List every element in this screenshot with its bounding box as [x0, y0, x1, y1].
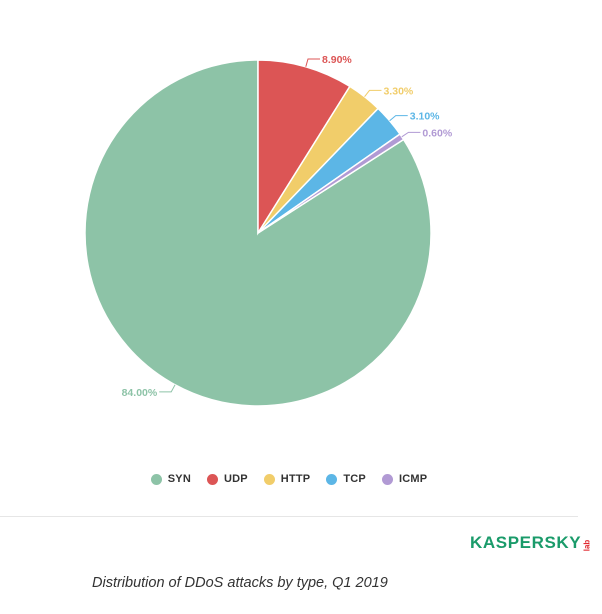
legend-item-http[interactable]: HTTP	[263, 473, 311, 485]
legend-swatch-icon	[326, 473, 338, 485]
logo-sub: lab	[582, 539, 592, 552]
pie-chart: 84.00% 8.90% 3.30% 3.10% 0.60%	[84, 54, 453, 407]
chart-card: 84.00% 8.90% 3.30% 3.10% 0.60% SYN UDP HTTP TCP…	[0, 54, 578, 517]
legend-swatch-icon	[381, 473, 393, 485]
data-label-icmp: 0.60%	[422, 127, 452, 139]
pie-slice-icmp[interactable]	[257, 133, 405, 234]
legend-label: TCP	[343, 473, 366, 485]
legend-item-udp[interactable]: UDP	[206, 473, 248, 485]
legend-item-syn[interactable]: SYN	[150, 473, 191, 485]
legend-swatch-icon	[263, 473, 275, 485]
figure-caption: Distribution of DDoS attacks by type, Q1…	[92, 575, 388, 591]
legend-swatch-icon	[150, 473, 162, 485]
legend-item-icmp[interactable]: ICMP	[381, 473, 428, 485]
leader-line-icmp	[401, 131, 421, 138]
data-label-tcp: 3.10%	[410, 111, 440, 123]
legend-swatch-icon	[206, 473, 218, 485]
legend-label: ICMP	[398, 473, 428, 485]
kaspersky-logo: KASPERSKY lab	[470, 533, 594, 553]
data-label-http: 3.30%	[383, 85, 413, 97]
leader-line-http	[364, 89, 382, 98]
legend-label: SYN	[167, 473, 191, 485]
logo-wordmark: KASPERSKY	[470, 533, 582, 552]
leader-line-syn	[159, 384, 176, 393]
legend-label: HTTP	[280, 473, 311, 485]
pie-slice-udp[interactable]	[257, 59, 351, 236]
leader-line-tcp	[389, 115, 408, 122]
leader-line-udp	[305, 58, 320, 67]
data-label-udp: 8.90%	[322, 54, 352, 66]
data-label-syn: 84.00%	[122, 387, 158, 399]
legend-item-tcp[interactable]: TCP	[326, 473, 366, 485]
legend-label: UDP	[223, 473, 248, 485]
chart-legend: SYN UDP HTTP TCP ICMP	[0, 470, 578, 488]
